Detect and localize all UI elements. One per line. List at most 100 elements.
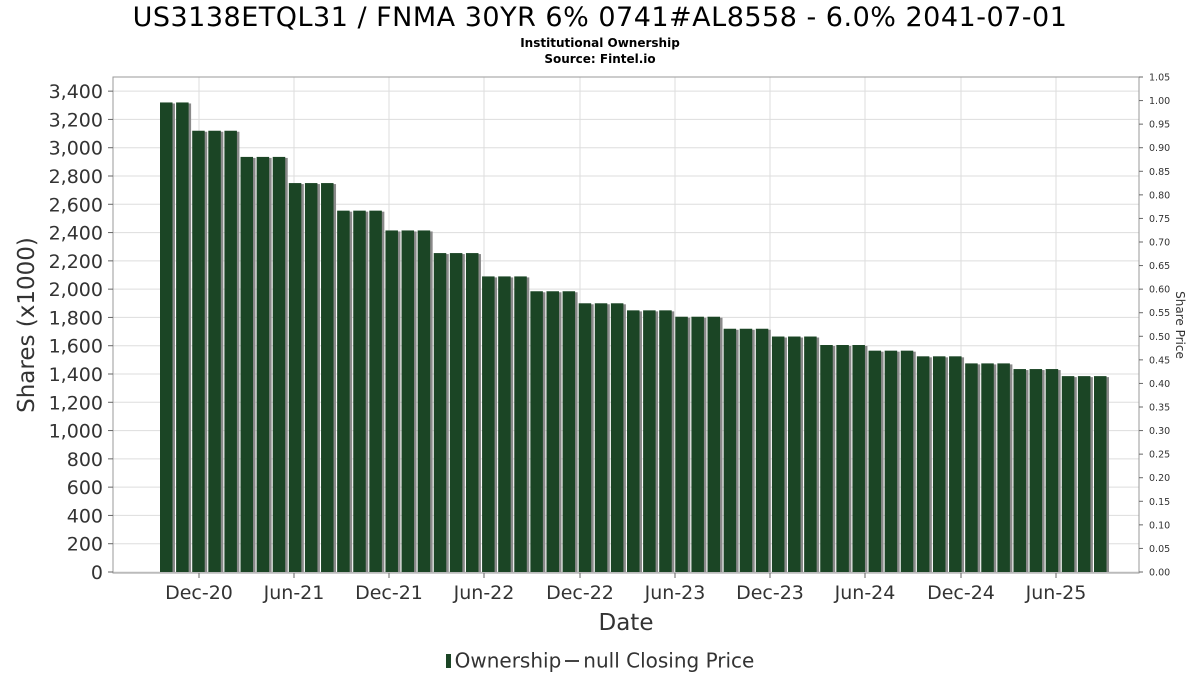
ownership-bar	[916, 356, 930, 572]
x-tick-label: Jun-22	[453, 582, 515, 604]
y-tick-label: 1,000	[49, 421, 103, 443]
y2-tick-label: 0.95	[1149, 120, 1170, 131]
y-tick-label: 0	[91, 562, 103, 584]
ownership-bar	[353, 210, 366, 572]
y2-tick-label: 0.45	[1149, 355, 1170, 366]
ownership-bar	[804, 336, 817, 572]
ownership-bar	[997, 363, 1010, 572]
y-tick-label: 400	[67, 505, 103, 527]
y2-tick-label: 0.05	[1149, 544, 1170, 555]
ownership-bar	[1061, 376, 1075, 572]
ownership-bar	[707, 316, 721, 572]
ownership-bar	[932, 356, 946, 572]
ownership-bar	[1029, 369, 1043, 572]
y-tick-label: 1,400	[49, 364, 103, 386]
ownership-bar	[546, 291, 559, 572]
ownership-bar	[401, 230, 415, 572]
ownership-bars	[160, 102, 1109, 573]
ownership-bar	[208, 130, 221, 572]
ownership-legend-swatch	[445, 653, 451, 668]
ownership-bar	[417, 230, 431, 572]
y-tick-label: 2,800	[49, 166, 103, 188]
x-tick-label: Jun-21	[263, 582, 325, 604]
ownership-bar	[530, 291, 543, 572]
ownership-bar	[610, 303, 624, 572]
ownership-bar	[256, 156, 270, 572]
y2-tick-label: 0.25	[1149, 450, 1170, 461]
y2-tick-label: 0.75	[1149, 214, 1170, 225]
y-tick-label: 200	[67, 534, 103, 556]
y-tick-label: 3,400	[49, 81, 103, 103]
y-axis-ticks: 0 200 400 600 800 1,000 1,200 1,400 1,600 1,800 2,…	[49, 81, 113, 584]
x-tick-label: Jun-24	[834, 582, 896, 604]
x-tick-label: Dec-21	[355, 582, 423, 604]
ownership-bar	[337, 210, 350, 572]
ownership-bar	[272, 156, 286, 572]
ownership-legend-label: Ownership	[454, 648, 562, 673]
y-tick-label: 2,200	[49, 251, 103, 273]
ownership-bar	[321, 183, 334, 573]
ownership-bar	[498, 276, 511, 572]
y2-tick-label: 0.30	[1149, 426, 1170, 437]
ownership-bar	[465, 253, 479, 573]
ownership-bar	[594, 303, 608, 572]
y-tick-label: 1,800	[49, 307, 103, 329]
x-axis-ticks: Dec-20 Jun-21 Dec-21 Jun-22 Dec-22 Jun-23 Dec-…	[165, 573, 1086, 604]
ownership-bar	[755, 328, 769, 572]
y-tick-label: 2,000	[49, 279, 103, 301]
ownership-bar	[788, 336, 801, 572]
y2-tick-label: 0.85	[1149, 167, 1170, 178]
y2-tick-label: 0.80	[1149, 190, 1170, 201]
plot-area	[112, 76, 1140, 574]
ownership-bar	[160, 102, 173, 572]
x-tick-label: Dec-24	[927, 582, 995, 604]
ownership-bar	[949, 356, 962, 572]
y-tick-label: 2,600	[49, 194, 103, 216]
y2-tick-label: 0.60	[1149, 285, 1170, 296]
y-axis-label: Shares (x1000)	[14, 237, 40, 413]
chart-legend: Ownership null Closing Price	[0, 647, 1200, 673]
y-tick-label: 3,200	[49, 109, 103, 131]
y2-tick-label: 1.00	[1149, 96, 1170, 107]
ownership-bar	[771, 336, 785, 572]
ownership-bar	[449, 253, 463, 573]
y-tick-label: 2,400	[49, 223, 103, 245]
ownership-bar	[578, 303, 592, 572]
y-tick-label: 1,600	[49, 336, 103, 358]
x-tick-label: Dec-22	[546, 582, 614, 604]
ownership-bar	[304, 183, 318, 573]
ownership-bar	[723, 328, 737, 572]
ownership-bar	[369, 210, 382, 572]
y2-tick-label: 0.15	[1149, 497, 1170, 508]
y-tick-label: 800	[67, 449, 103, 471]
ownership-bar	[981, 363, 994, 572]
y2-tick-label: 0.70	[1149, 238, 1170, 249]
x-tick-label: Jun-23	[644, 582, 706, 604]
y2-tick-label: 0.55	[1149, 308, 1170, 319]
chart-source: Source: Fintel.io	[544, 52, 656, 66]
ownership-bar	[675, 316, 688, 572]
ownership-bar	[288, 183, 302, 573]
ownership-bar	[965, 363, 978, 572]
ownership-bar	[1013, 369, 1026, 572]
ownership-bar	[514, 276, 527, 572]
ownership-bar	[900, 350, 914, 572]
y-tick-label: 600	[67, 477, 103, 499]
y2-tick-label: 0.20	[1149, 473, 1170, 484]
chart-title: US3138ETQL31 / FNMA 30YR 6% 0741#AL8558 …	[132, 2, 1068, 33]
ownership-bar	[192, 130, 205, 572]
y2-tick-label: 1.05	[1149, 73, 1170, 84]
ownership-bar	[1045, 369, 1059, 572]
ownership-bar	[562, 291, 576, 572]
y2-tick-label: 0.40	[1149, 379, 1170, 390]
y2-axis-ticks: 0.00 0.05 0.10 0.15 0.20 0.25 0.30 0.35 0.40 0.45…	[1139, 73, 1170, 579]
y2-tick-label: 0.35	[1149, 403, 1170, 414]
x-axis-label: Date	[599, 610, 654, 636]
y-tick-label: 3,000	[49, 138, 103, 160]
y-tick-label: 1,200	[49, 392, 103, 414]
ownership-bar	[1077, 376, 1091, 572]
ownership-bar	[482, 276, 495, 572]
x-tick-label: Dec-20	[165, 582, 233, 604]
chart-subtitle: Institutional Ownership	[520, 36, 680, 50]
